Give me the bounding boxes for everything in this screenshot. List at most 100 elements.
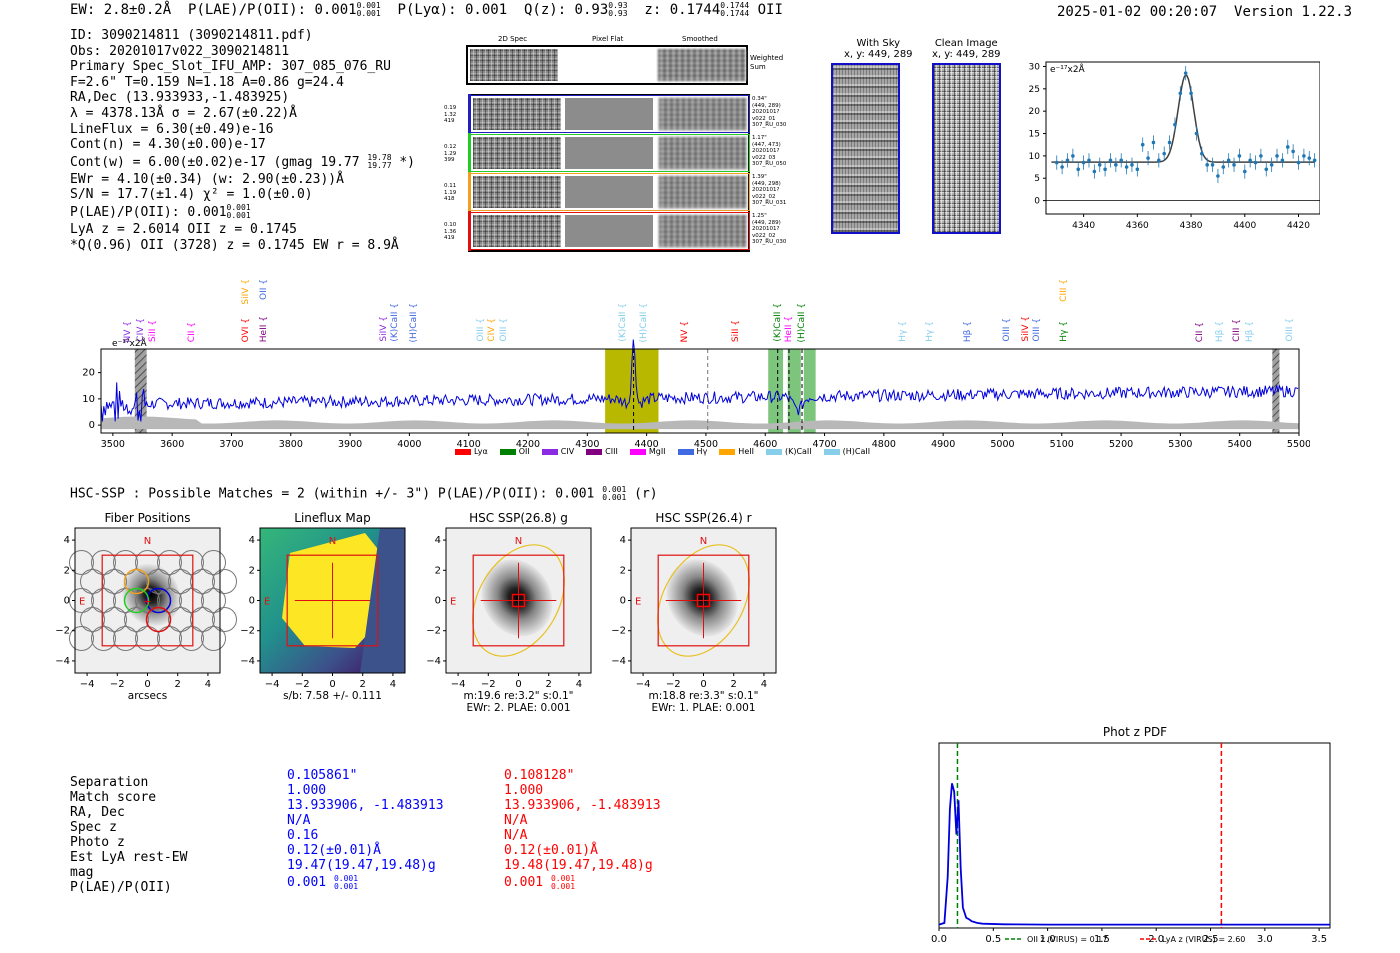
header-plya: P(Lyα): 0.001 xyxy=(397,2,508,18)
panel-ytick-label: 2 xyxy=(64,565,70,576)
header-qz-hi: 0.93 xyxy=(608,1,628,10)
line-bracket-glyph: { xyxy=(475,318,486,327)
cutout-right-value: 2020101? xyxy=(752,226,780,232)
cutout-left-value: 1.29 xyxy=(444,150,457,157)
photz-frame xyxy=(938,742,1331,929)
cutout-row-2 xyxy=(470,173,750,211)
highlighted-fiber xyxy=(145,587,172,614)
line-bracket-glyph: { xyxy=(963,320,974,330)
zoom-point xyxy=(1092,169,1097,174)
blue-specz: N/A xyxy=(287,813,311,828)
panel-ytick-label: 2 xyxy=(249,565,255,576)
zoom-ytick-label: 20 xyxy=(1029,107,1041,117)
red-radec: 13.933906, -1.483913 xyxy=(504,798,661,813)
panel-xtick-label: −4 xyxy=(80,679,95,690)
line-bracket-glyph: { xyxy=(925,321,936,330)
cutout-color-bar xyxy=(468,211,471,251)
east-label: E xyxy=(450,597,456,608)
zoom-point xyxy=(1296,160,1301,165)
cutout-right-value: 1.17" xyxy=(752,135,767,141)
cutout-color-bar xyxy=(468,172,471,212)
panel-xtick-label: −2 xyxy=(110,679,125,690)
line-bracket-glyph: { xyxy=(1021,316,1032,325)
panel-ytick-label: −4 xyxy=(611,656,626,667)
spec-xtick-label: 5100 xyxy=(1050,439,1074,450)
zoom-point xyxy=(1114,163,1118,167)
zoom-point xyxy=(1124,165,1129,169)
panel-title: HSC SSP(26.8) g xyxy=(469,511,568,525)
gaussian-fit-line xyxy=(1051,74,1315,163)
info-contw-lo: 19.77 xyxy=(367,161,392,171)
panel-title: HSC SSP(26.4) r xyxy=(655,511,751,525)
photz-xtick-label: 0.0 xyxy=(931,934,947,945)
header-ew: EW: 2.8±0.2Å xyxy=(70,2,172,18)
line-bracket-glyph: { xyxy=(638,302,649,312)
cutout-color-bar xyxy=(468,133,471,173)
cutout-right-value: 2020101? xyxy=(752,187,780,193)
cutout-left-value: 0.11 xyxy=(444,183,457,189)
zoom-xtick-label: 4400 xyxy=(1233,221,1256,231)
fiber-circle xyxy=(201,626,226,651)
cutout-smoothed xyxy=(659,98,747,130)
cutout-right-value: v022_02 xyxy=(752,193,776,200)
clean-image-xy: x, y: 449, 289 xyxy=(932,49,1001,60)
cutout-row-left-2: 0.11 1.19 418 xyxy=(444,183,456,203)
north-label: N xyxy=(515,536,522,547)
noise-band xyxy=(101,416,1299,430)
aperture-ellipse xyxy=(472,544,565,657)
legend-swatch xyxy=(541,448,558,455)
row-mag: mag xyxy=(70,865,94,880)
photz-xtick-label: 0.5 xyxy=(985,934,1001,945)
panel-title: Lineflux Map xyxy=(294,511,370,525)
legend-entry: HeII xyxy=(719,447,754,456)
fiber-circle xyxy=(69,588,94,613)
panel-ytick-label: −4 xyxy=(240,656,255,667)
col-smoothed: Smoothed xyxy=(682,35,718,43)
red-mag: 19.48(19.47,19.48)g xyxy=(504,858,653,873)
header-plae: P(LAE)/P(OII): 0.001 xyxy=(188,2,357,18)
line-bracket-glyph: { xyxy=(136,318,147,327)
with-sky-label: With Sky xyxy=(856,38,901,49)
detection-info: ID: 3090214811 (3090214811.pdf) Obs: 202… xyxy=(70,28,415,253)
spectrum-legend: Lyα OII CIV CIII MgII Hγ HeII (K)CaII (H)CaII xyxy=(455,447,870,456)
cutout-2d-spec xyxy=(473,137,561,169)
fiber-circle xyxy=(135,550,160,575)
line-bracket-glyph: { xyxy=(783,315,794,325)
red-plae-lo: 0.001 xyxy=(550,881,576,891)
cutout-pixel-flat xyxy=(565,98,653,130)
spec-xtick-label: 3500 xyxy=(101,439,125,450)
line-bracket-glyph: { xyxy=(897,321,908,330)
panel-ytick-label: 2 xyxy=(620,565,626,576)
cutout-left-value: 418 xyxy=(444,196,455,202)
cutout-right-value: (447, 473) xyxy=(752,141,781,148)
panel-xtick-label: 2 xyxy=(731,679,737,690)
spec-xtick-label: 4600 xyxy=(753,439,777,450)
zoom-point xyxy=(1259,154,1263,158)
zoom-point xyxy=(1264,167,1269,172)
info-obs: Obs: 20201017v022_3090214811 xyxy=(70,43,290,59)
line-bracket-glyph: { xyxy=(1214,320,1225,330)
panel-sublabel: EWr: 2. PLAE: 0.001 xyxy=(466,702,570,714)
row-lya-ew: Est LyA rest-EW xyxy=(70,850,188,865)
zoom-ytick-label: 15 xyxy=(1029,130,1040,140)
spec-xtick-label: 3700 xyxy=(219,439,243,450)
spec-xtick-label: 4700 xyxy=(812,439,836,450)
cutout-right-value: 307_RU_030 xyxy=(752,239,787,245)
cutout-left-value: 399 xyxy=(444,157,455,163)
cutout-row-right-0: 0.34" (449, 289) 2020101? v022_01 307_RU_030 xyxy=(752,96,786,129)
zoom-point xyxy=(1097,163,1102,167)
panel-xtick-label: 4 xyxy=(761,679,767,690)
panel-xtick-label: 2 xyxy=(175,679,181,690)
info-contw-end: *) xyxy=(399,154,415,170)
line-bracket-glyph: { xyxy=(1284,318,1295,327)
photz-legend-label: LyA z (VIRUS) = 2.60 xyxy=(1162,935,1245,944)
zoom-xtick-label: 4360 xyxy=(1126,221,1149,231)
image-panel-0: Fiber Positions + N E 4 2 0 −2 −4 −4 −2 0 2 4 arcsecs xyxy=(55,511,237,702)
red-score: 1.000 xyxy=(504,783,544,798)
legend-swatch xyxy=(586,448,603,455)
hsc-title-end: (r) xyxy=(634,486,658,502)
red-specz: N/A xyxy=(504,813,528,828)
zoom-point xyxy=(1237,154,1242,158)
zoom-point xyxy=(1194,131,1199,136)
